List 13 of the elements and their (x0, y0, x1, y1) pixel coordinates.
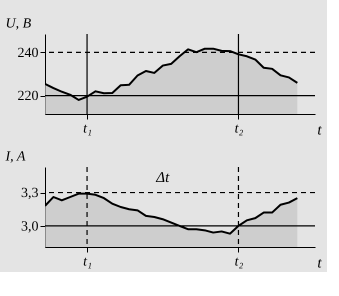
x-tick-label: t₂ (234, 254, 244, 270)
y-axis-title: I, A (4, 150, 26, 164)
y-tick-label: 3,3 (21, 186, 38, 202)
annotation: Δt (155, 170, 170, 186)
x-axis-title: t (317, 256, 322, 272)
y-tick-label: 240 (18, 46, 38, 61)
y-tick-label: 220 (18, 89, 38, 104)
x-tick-label: t₂ (234, 122, 244, 136)
x-tick-label: t₁ (83, 122, 92, 136)
x-tick-label: t₁ (83, 254, 92, 270)
y-axis-title: U, B (6, 16, 32, 32)
y-tick-label: 3,0 (21, 219, 38, 234)
x-axis-title: t (317, 122, 322, 138)
